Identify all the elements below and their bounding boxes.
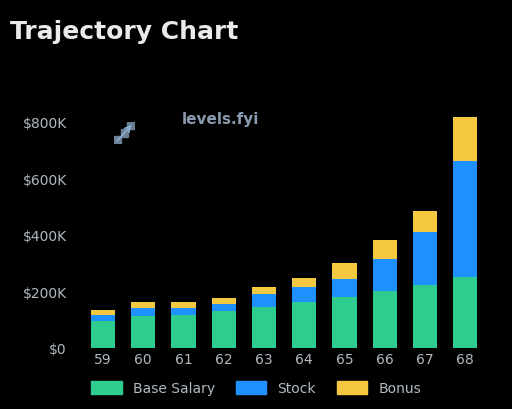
Text: levels.fyi: levels.fyi [182, 112, 260, 127]
Bar [127, 122, 135, 130]
Bar [373, 240, 397, 259]
Bar [212, 304, 236, 311]
Bar [373, 291, 397, 348]
Bar [413, 211, 437, 232]
Bar [453, 118, 477, 162]
Bar [114, 137, 121, 145]
Bar [172, 308, 196, 315]
Bar [121, 130, 128, 137]
Bar [91, 321, 115, 348]
Bar [252, 294, 276, 307]
Bar [131, 303, 155, 308]
Bar [91, 310, 115, 315]
Bar [413, 285, 437, 348]
Legend: Base Salary, Stock, Bonus: Base Salary, Stock, Bonus [84, 374, 428, 402]
Bar [332, 297, 356, 348]
Bar [332, 279, 356, 297]
Text: Trajectory Chart: Trajectory Chart [10, 20, 239, 45]
Bar [212, 311, 236, 348]
Bar [292, 279, 316, 287]
Bar [413, 232, 437, 285]
Bar [212, 298, 236, 304]
Bar [131, 317, 155, 348]
Bar [91, 315, 115, 321]
Bar [172, 315, 196, 348]
Bar [252, 287, 276, 294]
Bar [252, 307, 276, 348]
Bar [373, 259, 397, 291]
Bar [292, 303, 316, 348]
Bar [172, 302, 196, 308]
Bar [453, 277, 477, 348]
Bar [332, 264, 356, 279]
Bar [131, 308, 155, 317]
Bar [453, 162, 477, 277]
Bar [292, 287, 316, 303]
